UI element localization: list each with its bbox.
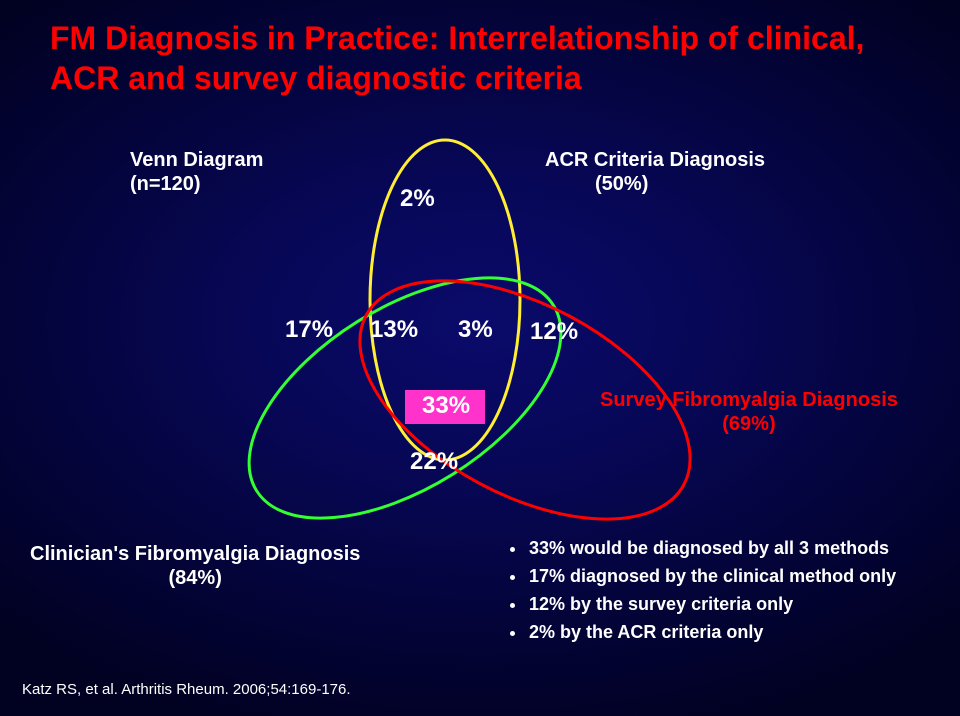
clinician-label-line2: (84%) xyxy=(30,566,360,590)
slide-title: FM Diagnosis in Practice: Interrelations… xyxy=(50,18,910,98)
bullet-list: 33% would be diagnosed by all 3 methods … xyxy=(505,535,930,647)
bullet-item: 33% would be diagnosed by all 3 methods xyxy=(527,535,930,563)
bullet-item: 2% by the ACR criteria only xyxy=(527,619,930,647)
pct-17: 17% xyxy=(285,316,333,344)
pct-22: 22% xyxy=(410,448,458,476)
pct-2: 2% xyxy=(400,185,435,213)
citation: Katz RS, et al. Arthritis Rheum. 2006;54… xyxy=(22,681,351,698)
pct-3: 3% xyxy=(458,316,493,344)
pct-12: 12% xyxy=(530,318,578,346)
bullet-item: 17% diagnosed by the clinical method onl… xyxy=(527,563,930,591)
acr-label-line2: (50%) xyxy=(545,172,815,196)
bullet-item: 12% by the survey criteria only xyxy=(527,591,930,619)
venn-label-line2: (n=120) xyxy=(130,173,201,195)
survey-label: Survey Fibromyalgia Diagnosis (69%) xyxy=(600,388,898,436)
venn-diagram-label: Venn Diagram (n=120) xyxy=(130,148,263,196)
survey-label-line1: Survey Fibromyalgia Diagnosis xyxy=(600,389,898,411)
ellipse-clinician xyxy=(209,229,601,567)
clinician-label-line1: Clinician's Fibromyalgia Diagnosis xyxy=(30,543,360,565)
pct-33: 33% xyxy=(422,392,470,420)
pct-13: 13% xyxy=(370,316,418,344)
survey-label-line2: (69%) xyxy=(600,412,898,436)
acr-label-line1: ACR Criteria Diagnosis xyxy=(545,149,765,171)
clinician-label: Clinician's Fibromyalgia Diagnosis (84%) xyxy=(30,542,360,590)
slide: FM Diagnosis in Practice: Interrelations… xyxy=(0,0,960,716)
acr-label: ACR Criteria Diagnosis (50%) xyxy=(545,148,765,196)
venn-label-line1: Venn Diagram xyxy=(130,149,263,171)
